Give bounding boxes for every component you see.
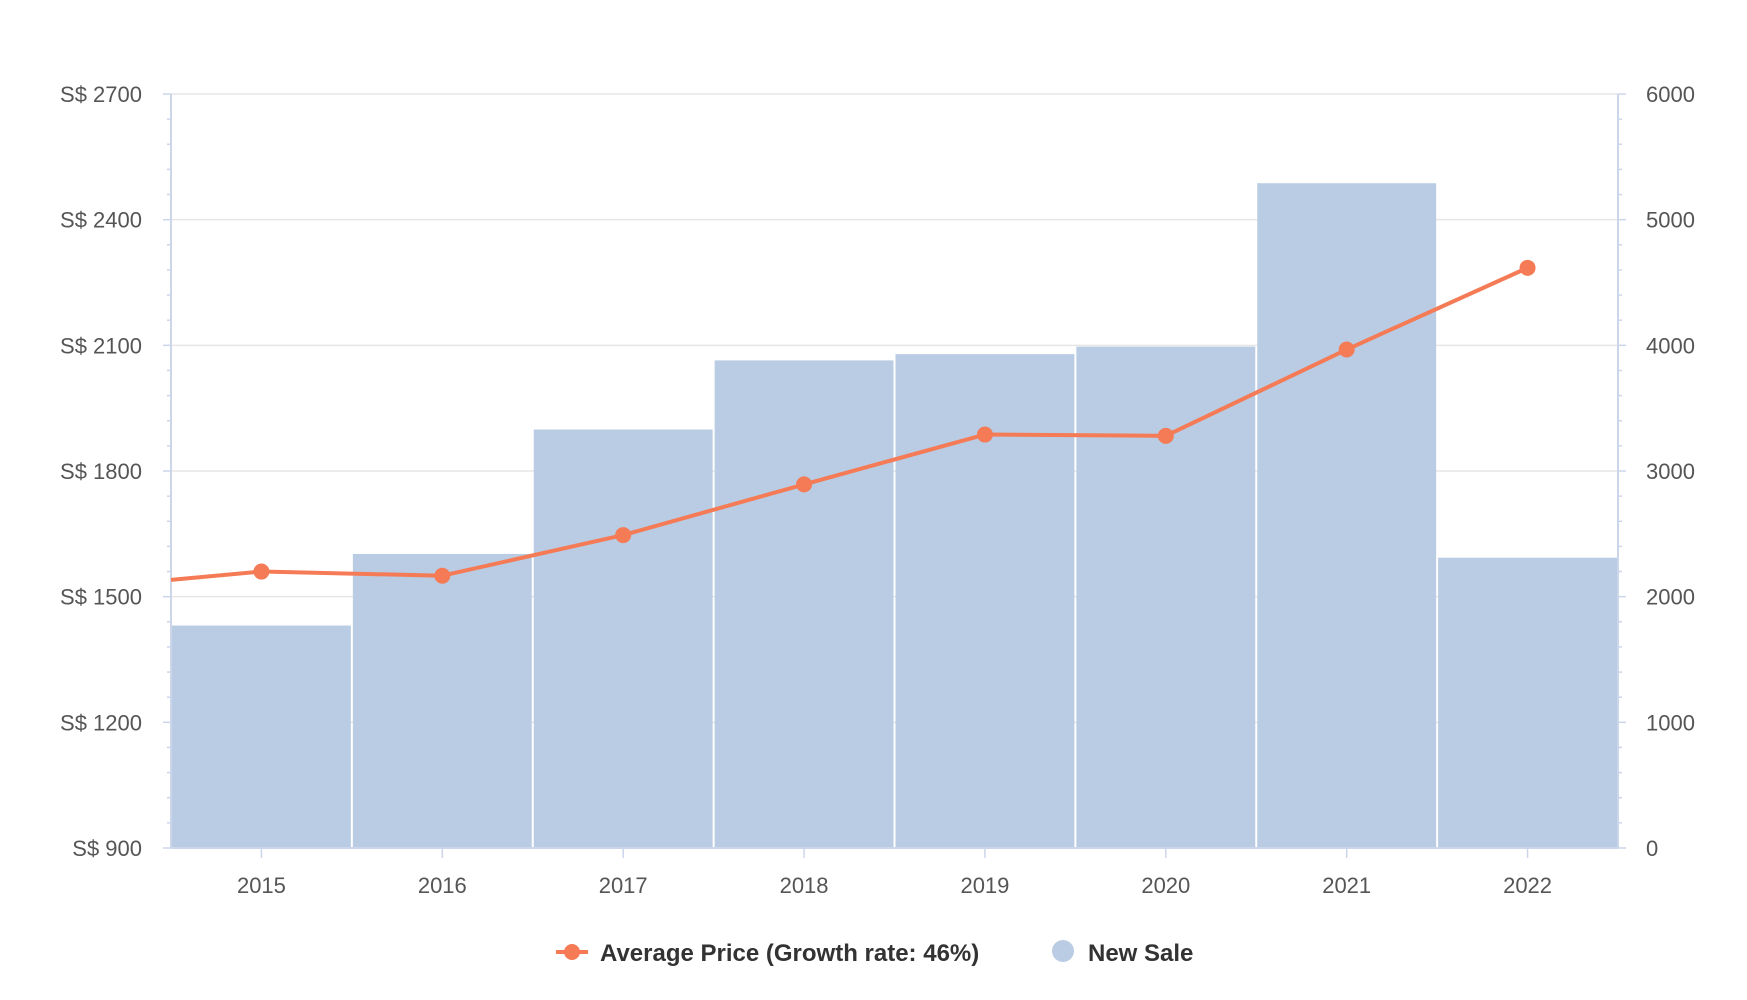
left-tick-label: S$ 900 bbox=[72, 836, 142, 861]
average-price-point-2018[interactable] bbox=[796, 476, 813, 493]
bar-series-new-sale bbox=[172, 183, 1617, 848]
bar-2017[interactable] bbox=[533, 429, 713, 848]
x-tick-label-2018: 2018 bbox=[780, 873, 829, 898]
left-tick-label: S$ 1800 bbox=[60, 459, 142, 484]
average-price-point-2019[interactable] bbox=[976, 426, 993, 443]
line-series-average-price bbox=[170, 259, 1536, 584]
axes bbox=[163, 93, 1626, 858]
bar-2018[interactable] bbox=[714, 360, 894, 848]
x-tick-label-2021: 2021 bbox=[1322, 873, 1371, 898]
average-price-point-2017[interactable] bbox=[615, 527, 632, 544]
legend-item-average-price[interactable]: Average Price (Growth rate: 46%) bbox=[556, 940, 979, 967]
left-tick-label: S$ 1500 bbox=[60, 585, 142, 610]
x-tick-label-2017: 2017 bbox=[599, 873, 648, 898]
x-axis-tick-labels: 2015 2016 2017 2018 2019 2020 2021 2022 bbox=[237, 873, 1552, 898]
left-tick-label: S$ 2700 bbox=[60, 82, 142, 107]
bar-2020[interactable] bbox=[1076, 346, 1256, 848]
right-axis-tick-labels: 0 1000 2000 3000 4000 5000 6000 bbox=[1646, 82, 1695, 861]
x-tick-label-2019: 2019 bbox=[960, 873, 1009, 898]
right-tick-label: 6000 bbox=[1646, 82, 1695, 107]
left-tick-label: S$ 1200 bbox=[60, 710, 142, 735]
left-tick-label: S$ 2100 bbox=[60, 333, 142, 358]
legend-bar-swatch bbox=[1052, 940, 1074, 962]
x-tick-label-2016: 2016 bbox=[418, 873, 467, 898]
legend-item-new-sale[interactable]: New Sale bbox=[1052, 940, 1193, 967]
average-price-point-2016[interactable] bbox=[434, 567, 451, 584]
x-tick-label-2020: 2020 bbox=[1141, 873, 1190, 898]
average-price-point-2022[interactable] bbox=[1519, 259, 1536, 276]
average-price-point-2021[interactable] bbox=[1338, 341, 1355, 358]
bar-2022[interactable] bbox=[1438, 557, 1617, 848]
bar-2015[interactable] bbox=[172, 625, 351, 848]
legend-label-new-sale: New Sale bbox=[1088, 940, 1193, 967]
average-price-point-2015[interactable] bbox=[253, 563, 270, 580]
bar-2016[interactable] bbox=[352, 553, 532, 848]
right-tick-label: 1000 bbox=[1646, 710, 1695, 735]
right-tick-label: 4000 bbox=[1646, 333, 1695, 358]
legend-marker-swatch bbox=[564, 944, 580, 960]
right-tick-label: 0 bbox=[1646, 836, 1658, 861]
bar-2021[interactable] bbox=[1257, 183, 1437, 848]
left-axis-tick-labels: S$ 900 S$ 1200 S$ 1500 S$ 1800 S$ 2100 S$ 240… bbox=[60, 82, 142, 861]
right-tick-label: 2000 bbox=[1646, 585, 1695, 610]
legend-label-average-price: Average Price (Growth rate: 46%) bbox=[600, 940, 979, 967]
x-tick-label-2015: 2015 bbox=[237, 873, 286, 898]
x-tick-label-2022: 2022 bbox=[1503, 873, 1552, 898]
right-tick-label: 3000 bbox=[1646, 459, 1695, 484]
average-price-point-2020[interactable] bbox=[1157, 427, 1174, 444]
legend: Average Price (Growth rate: 46%) New Sal… bbox=[556, 940, 1193, 967]
right-tick-label: 5000 bbox=[1646, 208, 1695, 233]
left-tick-label: S$ 2400 bbox=[60, 208, 142, 233]
